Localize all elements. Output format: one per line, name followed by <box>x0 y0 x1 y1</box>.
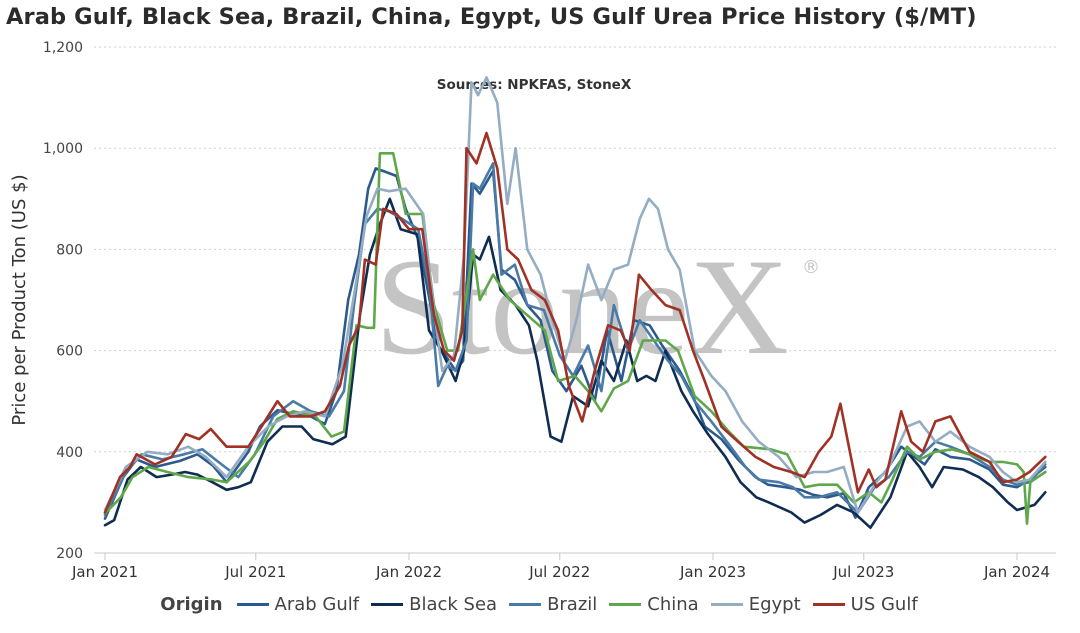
legend-label: China <box>647 594 699 615</box>
series-line-us-gulf <box>103 131 1047 514</box>
y-axis-label: Price per Product Ton (US $) <box>9 174 30 425</box>
y-tick-label: 200 <box>56 546 83 562</box>
x-tick-label: Jan 2022 <box>375 563 442 581</box>
x-tick-label: Jan 2023 <box>679 563 746 581</box>
y-tick-label: 1,200 <box>43 40 83 56</box>
series-layer <box>103 76 1047 530</box>
series-line-egypt <box>103 76 1047 514</box>
x-tick-label: Jan 2024 <box>983 563 1050 581</box>
legend-item-brazil[interactable]: Brazil <box>509 594 597 615</box>
chart-subtitle: Sources: NPKFAS, StoneX <box>437 77 632 93</box>
x-axis: Jan 2021 Jul 2021 Jan 2022 Jul 2022 Jan 2023… <box>71 553 1050 581</box>
registered-mark: ® <box>802 257 820 278</box>
legend-label: Egypt <box>748 594 801 615</box>
series-line-black-sea <box>103 197 1047 530</box>
y-tick-label: 400 <box>56 445 83 461</box>
legend: Origin Arab Gulf Black Sea Brazil China Egyp… <box>0 594 1080 615</box>
legend-swatch <box>812 603 845 606</box>
legend-title: Origin <box>160 594 223 615</box>
legend-item-us-gulf[interactable]: US Gulf <box>812 594 918 615</box>
chart-title: Arab Gulf, Black Sea, Brazil, China, Egy… <box>6 4 977 30</box>
x-tick-label: Jul 2023 <box>832 563 894 581</box>
legend-swatch <box>236 603 269 606</box>
legend-item-black-sea[interactable]: Black Sea <box>371 594 497 615</box>
legend-item-egypt[interactable]: Egypt <box>710 594 801 615</box>
legend-swatch <box>609 603 642 606</box>
y-axis: 200 400 600 800 1,000 1,200 <box>43 40 83 562</box>
legend-item-china[interactable]: China <box>609 594 699 615</box>
legend-label: Black Sea <box>409 594 498 615</box>
y-tick-label: 1,000 <box>43 141 83 157</box>
legend-swatch <box>371 603 404 606</box>
legend-label: Brazil <box>547 594 598 615</box>
y-tick-label: 800 <box>56 242 83 258</box>
legend-item-arab-gulf[interactable]: Arab Gulf <box>236 594 360 615</box>
legend-label: Arab Gulf <box>274 594 360 615</box>
legend-swatch <box>509 603 542 606</box>
legend-swatch <box>710 603 743 606</box>
legend-items: Arab Gulf Black Sea Brazil China Egypt US Gul… <box>236 594 930 615</box>
x-tick-label: Jan 2021 <box>71 563 138 581</box>
y-tick-label: 600 <box>56 344 83 360</box>
legend-label: US Gulf <box>850 594 918 615</box>
x-tick-label: Jul 2022 <box>528 563 590 581</box>
x-tick-label: Jul 2021 <box>224 563 286 581</box>
